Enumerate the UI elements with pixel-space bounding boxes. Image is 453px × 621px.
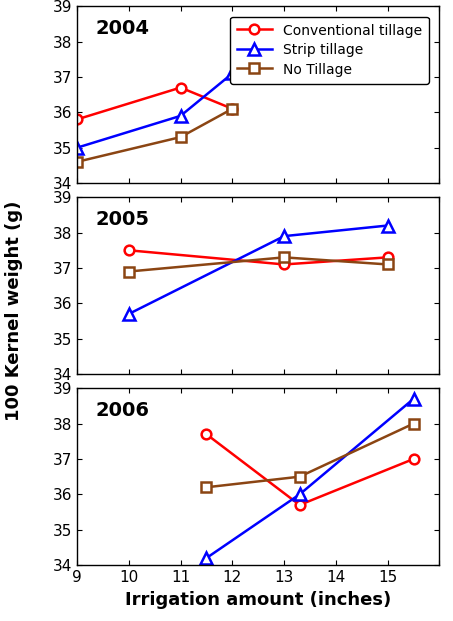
Legend: Conventional tillage, Strip tillage, No Tillage: Conventional tillage, Strip tillage, No … [230, 17, 429, 84]
Strip tillage [281, 232, 287, 240]
Line: Strip tillage: Strip tillage [123, 220, 393, 320]
X-axis label: Irrigation amount (inches): Irrigation amount (inches) [125, 591, 391, 609]
No Tillage [74, 158, 80, 166]
Strip tillage [230, 70, 235, 77]
No Tillage [281, 253, 287, 261]
No Tillage [297, 473, 302, 481]
Line: No Tillage: No Tillage [124, 253, 392, 276]
Line: Conventional tillage: Conventional tillage [202, 429, 419, 510]
Strip tillage [297, 491, 302, 498]
Conventional tillage [281, 261, 287, 268]
Conventional tillage [230, 105, 235, 112]
Line: Strip tillage: Strip tillage [201, 393, 419, 564]
No Tillage [385, 261, 390, 268]
Conventional tillage [74, 116, 80, 123]
Line: Conventional tillage: Conventional tillage [124, 245, 392, 270]
Strip tillage [178, 112, 183, 120]
No Tillage [126, 268, 131, 275]
Conventional tillage [178, 84, 183, 91]
Strip tillage [126, 310, 131, 318]
No Tillage [411, 420, 416, 427]
Text: 100 Kernel weight (g): 100 Kernel weight (g) [5, 201, 23, 420]
Conventional tillage [126, 247, 131, 254]
Strip tillage [385, 222, 390, 229]
No Tillage [178, 134, 183, 141]
Text: 2004: 2004 [95, 19, 149, 38]
Conventional tillage [297, 501, 302, 509]
Text: 2006: 2006 [95, 401, 149, 420]
No Tillage [230, 105, 235, 112]
Conventional tillage [385, 253, 390, 261]
Conventional tillage [411, 455, 416, 463]
Strip tillage [74, 144, 80, 152]
Line: No Tillage: No Tillage [72, 104, 237, 166]
Line: Strip tillage: Strip tillage [72, 68, 238, 153]
Line: No Tillage: No Tillage [202, 419, 419, 492]
No Tillage [204, 484, 209, 491]
Text: 2005: 2005 [95, 210, 149, 229]
Conventional tillage [204, 430, 209, 438]
Strip tillage [204, 555, 209, 562]
Line: Conventional tillage: Conventional tillage [72, 83, 237, 124]
Strip tillage [411, 395, 416, 402]
